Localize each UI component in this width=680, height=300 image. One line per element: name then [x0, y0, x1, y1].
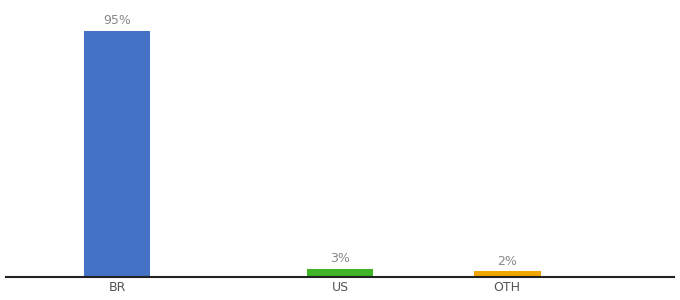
Text: 3%: 3%: [330, 252, 350, 265]
Text: 2%: 2%: [497, 254, 517, 268]
Text: 95%: 95%: [103, 14, 131, 28]
Bar: [474, 272, 541, 277]
Bar: [84, 32, 150, 277]
Bar: [307, 269, 373, 277]
